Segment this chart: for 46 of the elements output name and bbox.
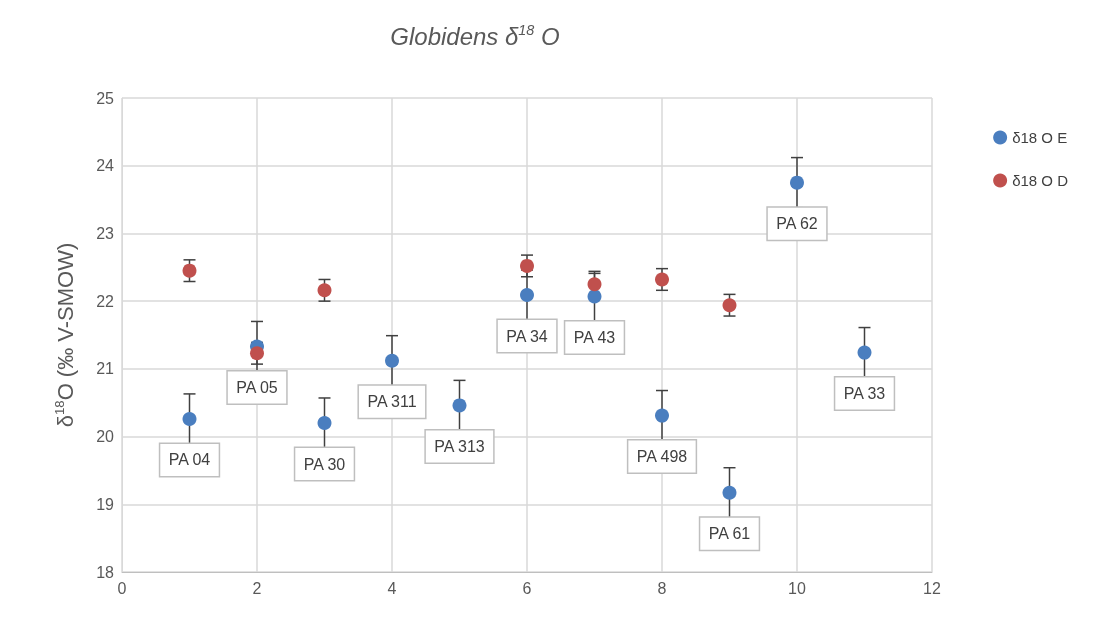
x-tick-label: 4 <box>387 579 397 597</box>
x-tick-label: 10 <box>788 579 806 597</box>
point <box>722 298 737 313</box>
point <box>452 398 467 413</box>
point <box>385 353 399 368</box>
data-label: PA 498 <box>636 448 688 466</box>
legend-label: δ18 O E <box>1012 129 1068 146</box>
point <box>587 289 602 304</box>
x-tick-label: 12 <box>923 579 941 597</box>
point <box>520 258 534 273</box>
data-label: PA 34 <box>506 327 548 345</box>
point <box>250 346 264 361</box>
y-tick-label: 19 <box>96 495 115 513</box>
point <box>182 411 197 426</box>
point <box>790 175 804 190</box>
data-label: PA 62 <box>776 215 818 233</box>
data-label: PA 04 <box>168 451 211 469</box>
data-label: PA 30 <box>303 455 346 473</box>
point <box>182 263 197 278</box>
point <box>317 416 332 431</box>
point <box>655 408 669 423</box>
y-tick-label: 25 <box>96 89 115 107</box>
y-tick-label: 21 <box>96 360 115 378</box>
x-tick-label: 6 <box>522 579 532 597</box>
point <box>722 485 737 500</box>
y-tick-label: 23 <box>96 224 115 242</box>
data-label: PA 05 <box>236 379 278 397</box>
x-tick-label: 0 <box>117 579 127 597</box>
data-label: PA 33 <box>843 385 886 403</box>
y-tick-label: 18 <box>96 563 115 581</box>
data-label: PA 43 <box>573 328 616 346</box>
x-tick-label: 2 <box>252 579 262 597</box>
y-axis-title: δ18O (‰ V-SMOW) <box>52 242 78 428</box>
x-tick-label: 8 <box>657 579 667 597</box>
point <box>587 277 602 292</box>
point <box>520 288 534 303</box>
data-label: PA 311 <box>367 393 417 411</box>
y-tick-label: 20 <box>96 428 115 446</box>
data-label: PA 61 <box>708 525 751 543</box>
data-label: PA 313 <box>434 437 485 455</box>
point <box>655 272 669 287</box>
point <box>317 283 332 298</box>
y-tick-label: 24 <box>96 157 115 175</box>
legend-label: δ18 O D <box>1012 172 1069 189</box>
y-tick-label: 22 <box>96 292 115 310</box>
point <box>857 345 872 360</box>
